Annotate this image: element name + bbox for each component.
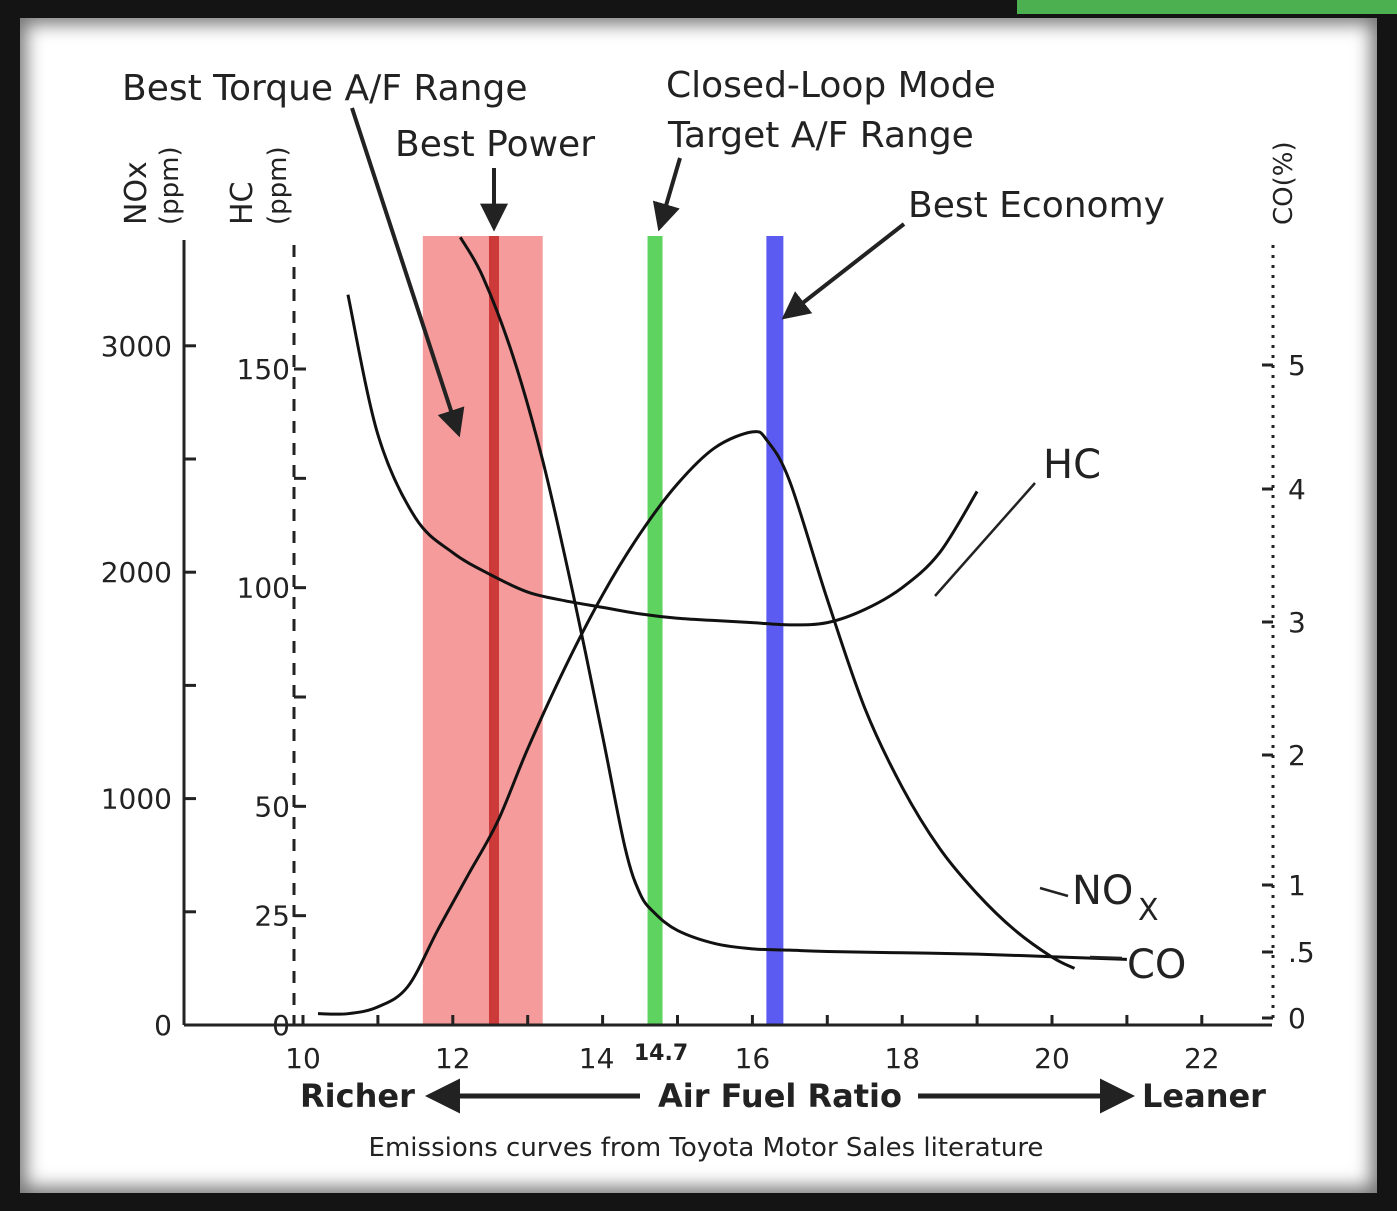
x-tick-label: 18	[884, 1042, 920, 1075]
tick-labels-group: 10 12 14 14.7 16 18 20 220100020003000025501001…	[101, 330, 1315, 1075]
nox-axis-unit: (ppm)	[155, 146, 185, 225]
x-tick-label: 14.7	[634, 1041, 688, 1066]
x-tick-label: 22	[1184, 1042, 1220, 1075]
curves-group	[317, 236, 1127, 1016]
nox-curve-label-sub: X	[1138, 893, 1159, 928]
closed-loop-target-line	[647, 236, 663, 1025]
nox-tick-label: 3000	[101, 330, 172, 363]
co-tick-label: 0	[1288, 1002, 1306, 1035]
x-tick-label: 12	[435, 1042, 471, 1075]
hc-curve	[346, 294, 979, 627]
hc-tick-label: 150	[237, 353, 290, 386]
best-economy-label: Best Economy	[908, 185, 1165, 226]
nox-label-leader	[1039, 886, 1069, 898]
co-label-leader	[1089, 955, 1123, 960]
x-tick-label: 10	[285, 1042, 321, 1075]
co-tick-label: 4	[1288, 473, 1306, 506]
best-power-line	[488, 236, 499, 1025]
closed-loop-label-line1: Closed-Loop Mode	[666, 65, 996, 106]
co-tick-label: 5	[1288, 349, 1306, 382]
chart-caption: Emissions curves from Toyota Motor Sales…	[369, 1133, 1044, 1163]
hc-tick-label: 0	[272, 1009, 290, 1042]
co-tick-label: 1	[1288, 869, 1306, 902]
nox-curve-label: NO	[1072, 868, 1133, 914]
best-torque-label: Best Torque A/F Range	[122, 68, 528, 109]
co-curve-label: CO	[1127, 942, 1186, 988]
nox-tick-label: 2000	[101, 556, 172, 589]
closed-loop-label-line2: Target A/F Range	[667, 115, 974, 156]
hc-tick-label: 100	[237, 572, 290, 605]
hc-axis-title: HC	[225, 181, 260, 225]
nox-curve	[317, 430, 1076, 1016]
axes-group	[182, 240, 1275, 1027]
hc-tick-label: 50	[254, 790, 290, 823]
x-tick-label: 16	[735, 1042, 771, 1075]
hc-label-leader	[934, 482, 1036, 597]
co-curve	[458, 236, 1127, 961]
best-torque-band	[422, 236, 543, 1025]
x-tick-label: 14	[579, 1042, 615, 1075]
co-tick-label: 2	[1288, 739, 1306, 772]
nox-axis-title: NOx	[119, 161, 154, 225]
chart-panel	[20, 18, 1377, 1193]
hc-curve-label: HC	[1043, 442, 1101, 488]
best-torque-arrow	[350, 107, 465, 438]
best-economy-line	[766, 236, 784, 1025]
x-tick-label: 20	[1034, 1042, 1070, 1075]
co-axis-title: CO(%)	[1269, 141, 1299, 225]
co-tick-label: 3	[1288, 606, 1306, 639]
hc-tick-label: 25	[254, 900, 290, 933]
richer-label: Richer	[300, 1077, 415, 1115]
co-tick-label: .5	[1288, 936, 1315, 969]
green-accent-bar	[1017, 0, 1397, 14]
nox-tick-label: 1000	[101, 783, 172, 816]
best-economy-arrow	[781, 222, 906, 320]
leaner-label: Leaner	[1142, 1077, 1266, 1115]
best-power-label: Best Power	[395, 124, 595, 165]
hc-axis-unit: (ppm)	[263, 146, 293, 225]
x-axis-title: Air Fuel Ratio	[658, 1077, 902, 1115]
closed-loop-arrow	[652, 157, 682, 232]
nox-tick-label: 0	[154, 1009, 172, 1042]
